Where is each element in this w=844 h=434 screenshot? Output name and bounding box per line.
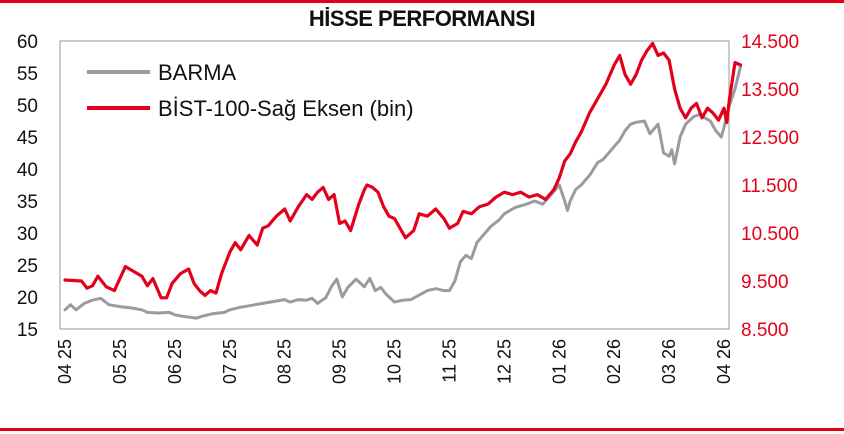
left-axis-tick-label: 25 — [17, 256, 38, 277]
left-axis-tick-label: 60 — [17, 32, 38, 53]
x-axis-tick-label: 11 25 — [439, 339, 459, 383]
left-axis-tick-label: 40 — [17, 160, 38, 181]
x-axis-tick-label: 07 25 — [220, 339, 240, 384]
right-axis-tick-label: 13.500 — [741, 80, 799, 101]
top-accent-rule — [0, 0, 844, 3]
x-axis-tick-label: 05 25 — [110, 339, 130, 384]
legend-label: BARMA — [158, 60, 237, 85]
right-axis-tick-label: 9.500 — [741, 272, 789, 293]
x-axis-tick-label: 02 26 — [604, 339, 624, 384]
legend: BARMA BİST-100-Sağ Eksen (bin) — [87, 60, 414, 121]
left-axis-tick-label: 15 — [17, 320, 38, 341]
left-axis-tick-label: 30 — [17, 224, 38, 245]
left-axis-tick-label: 45 — [17, 128, 38, 149]
x-axis-tick-label: 03 26 — [659, 339, 679, 384]
right-axis-tick-label: 11.500 — [741, 176, 798, 197]
left-axis-tick-label: 20 — [17, 288, 38, 309]
x-axis-tick-label: 04 26 — [714, 339, 734, 384]
x-axis-tick-label: 12 25 — [494, 339, 514, 384]
left-axis-ticks: 15 20 25 30 35 40 45 50 55 60 — [17, 32, 38, 341]
x-axis-tick-label: 10 25 — [385, 339, 405, 384]
series-line-barma — [63, 65, 742, 320]
right-axis-tick-label: 8.500 — [741, 320, 789, 341]
right-axis-tick-label: 12.500 — [741, 128, 799, 149]
x-axis-tick-label: 04 25 — [55, 339, 75, 384]
series-line-bist100 — [63, 41, 743, 300]
legend-label: BİST-100-Sağ Eksen (bin) — [158, 96, 414, 121]
x-axis-tick-label: 01 26 — [549, 339, 569, 384]
series-lines — [63, 41, 743, 320]
right-axis-tick-label: 10.500 — [741, 224, 799, 245]
left-axis-tick-label: 55 — [17, 64, 38, 85]
right-axis-ticks: 8.500 9.500 10.500 11.500 12.500 13.500 14.500 — [741, 32, 799, 341]
plot-area-frame — [59, 40, 730, 330]
x-axis-ticks: 04 25 05 25 06 25 07 25 08 25 09 25 10 25 11 25… — [55, 339, 734, 384]
left-axis-tick-label: 50 — [17, 96, 38, 117]
bottom-accent-rule — [0, 428, 844, 431]
x-axis-tick-label: 06 25 — [165, 339, 185, 384]
x-axis-tick-label: 09 25 — [330, 339, 350, 384]
chart-title: HİSSE PERFORMANSI — [308, 6, 536, 31]
right-axis-tick-label: 14.500 — [741, 32, 799, 53]
left-axis-tick-label: 35 — [17, 192, 38, 213]
x-axis-tick-label: 08 25 — [275, 339, 295, 384]
